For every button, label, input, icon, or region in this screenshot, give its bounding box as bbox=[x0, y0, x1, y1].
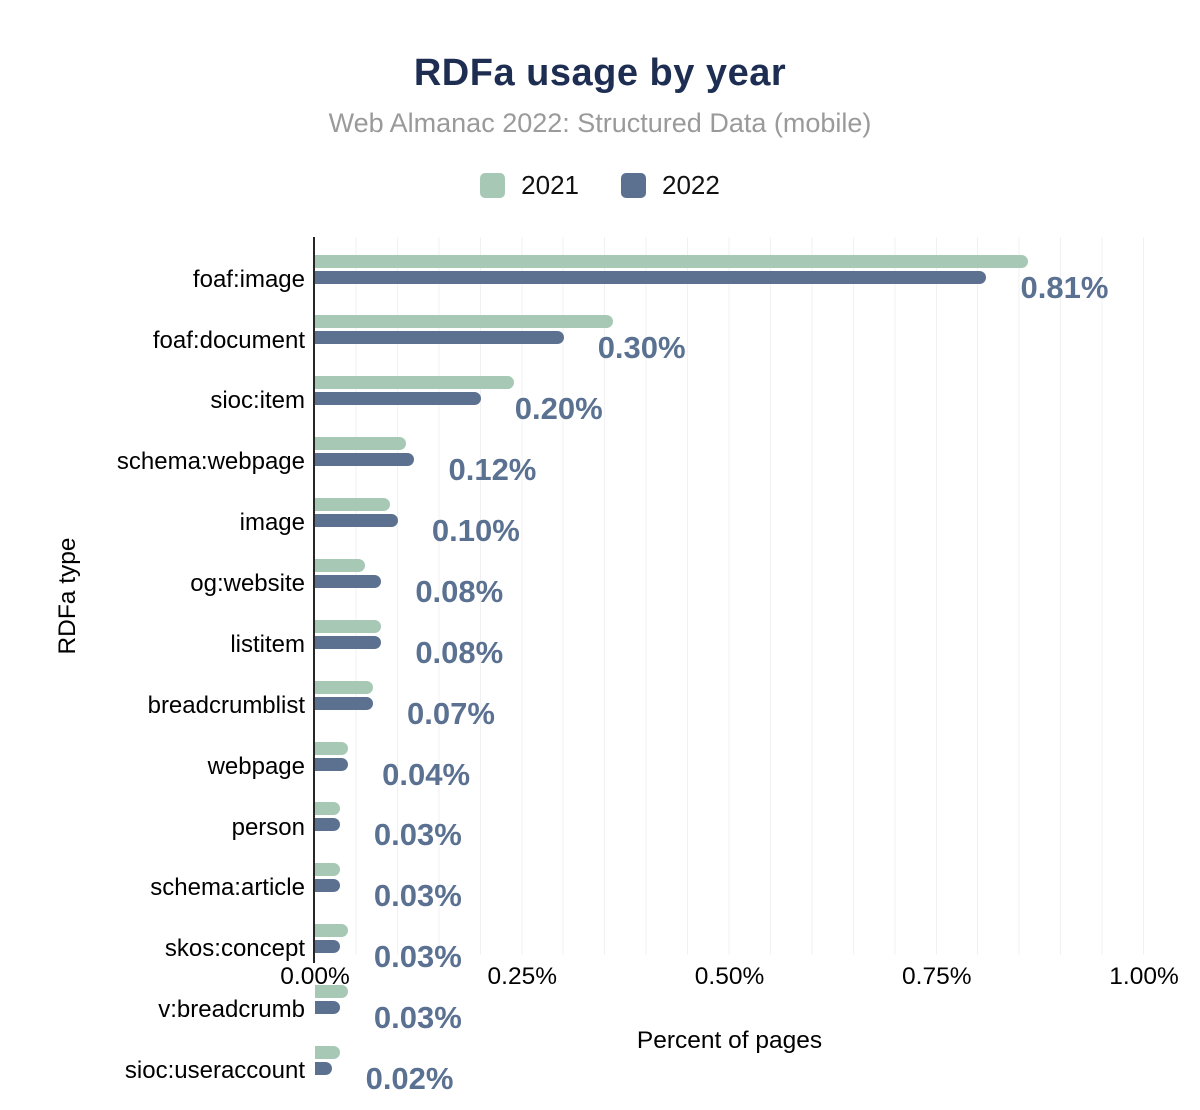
bar-2022 bbox=[315, 818, 340, 832]
chart-row: person 0.03% bbox=[232, 802, 1144, 853]
x-axis-tick-label: 1.00% bbox=[1109, 963, 1179, 990]
category-label: sioc:useraccount bbox=[124, 1057, 305, 1085]
bar-2021 bbox=[315, 741, 349, 755]
bar-2022 bbox=[315, 1061, 332, 1075]
value-label: 0.03% bbox=[373, 939, 462, 975]
category-label: listitem bbox=[230, 630, 305, 658]
category-label: image bbox=[239, 509, 305, 537]
bar-2021 bbox=[315, 315, 614, 329]
chart-row: listitem 0.08% bbox=[230, 619, 1144, 670]
x-axis-tick-label: 0.25% bbox=[487, 963, 557, 990]
chart-row: image 0.10% bbox=[240, 498, 1144, 549]
value-label: 0.04% bbox=[382, 756, 471, 792]
bar-2022 bbox=[315, 757, 349, 771]
value-label: 0.81% bbox=[1020, 269, 1109, 305]
legend-label-2021: 2021 bbox=[521, 170, 579, 200]
legend-swatch-2021 bbox=[480, 173, 506, 198]
bar-2022 bbox=[315, 574, 382, 588]
bar-2021 bbox=[315, 376, 514, 390]
legend-swatch-2022 bbox=[621, 173, 646, 198]
value-label: 0.08% bbox=[415, 573, 504, 609]
x-axis-title: Percent of pages bbox=[636, 1027, 823, 1054]
legend-label-2022: 2022 bbox=[662, 170, 720, 200]
value-label: 0.07% bbox=[407, 695, 495, 731]
value-label: 0.03% bbox=[373, 878, 462, 914]
bar-2022 bbox=[315, 453, 415, 467]
chart-row: foaf:image 0.81% bbox=[193, 254, 1144, 305]
chart-row: schema:article 0.03% bbox=[150, 863, 1144, 914]
bar-2021 bbox=[315, 680, 374, 694]
bar-2022 bbox=[315, 940, 340, 954]
bar-2021 bbox=[315, 254, 1028, 268]
chart-row: sioc:item 0.20% bbox=[210, 376, 1144, 427]
bar-2021 bbox=[315, 558, 365, 572]
bar-2021 bbox=[315, 985, 349, 999]
bar-2021 bbox=[315, 619, 382, 633]
bar-2022 bbox=[315, 270, 987, 284]
chart-row: webpage 0.04% bbox=[208, 741, 1144, 792]
value-label: 0.12% bbox=[448, 452, 537, 488]
x-axis-tick-label: 0.75% bbox=[902, 963, 972, 990]
chart-title: RDFa usage by year bbox=[413, 52, 787, 94]
bar-2021 bbox=[315, 863, 340, 877]
chart-row: og:website 0.08% bbox=[190, 558, 1144, 609]
y-axis-title: RDFa type bbox=[54, 537, 81, 655]
bar-2022 bbox=[315, 1001, 340, 1015]
bar-2022 bbox=[315, 392, 481, 406]
legend: 2021 2022 bbox=[0, 170, 1200, 201]
category-label: schema:article bbox=[150, 874, 305, 902]
x-axis-tick-label: 0.00% bbox=[280, 963, 350, 990]
bar-2022 bbox=[315, 635, 382, 649]
chart-row: breadcrumblist 0.07% bbox=[148, 680, 1144, 731]
bar-2021 bbox=[315, 1045, 340, 1059]
legend-item-2021: 2021 bbox=[480, 170, 579, 201]
bar-2022 bbox=[315, 879, 340, 893]
category-label: webpage bbox=[207, 752, 305, 780]
value-label: 0.03% bbox=[373, 1000, 462, 1036]
bar-2021 bbox=[315, 924, 349, 938]
value-label: 0.20% bbox=[514, 391, 603, 427]
x-axis-tick-label: 0.50% bbox=[694, 963, 765, 990]
value-label: 0.02% bbox=[365, 1060, 454, 1096]
chart-row: foaf:document 0.30% bbox=[153, 315, 1144, 366]
bar-rows: foaf:image 0.81% foaf:document 0.30% sioc:it… bbox=[117, 244, 1144, 1095]
value-label: 0.10% bbox=[431, 513, 520, 549]
category-label: schema:webpage bbox=[116, 448, 305, 476]
chart-row: v:breadcrumb 0.03% bbox=[158, 985, 1144, 1036]
category-label: foaf:image bbox=[192, 265, 305, 293]
bar-2022 bbox=[315, 514, 398, 528]
category-label: sioc:item bbox=[210, 387, 305, 415]
chart-row: skos:concept 0.03% bbox=[165, 924, 1144, 975]
bar-2021 bbox=[315, 437, 407, 451]
value-label: 0.03% bbox=[373, 817, 462, 853]
category-label: person bbox=[231, 813, 305, 841]
y-axis-line bbox=[313, 237, 315, 963]
category-label: og:website bbox=[190, 570, 305, 598]
value-label: 0.30% bbox=[597, 330, 686, 366]
category-label: breadcrumblist bbox=[147, 691, 305, 719]
plot-area: foaf:image 0.81% foaf:document 0.30% sioc:it… bbox=[117, 237, 1144, 1095]
bar-2022 bbox=[315, 696, 374, 710]
chart-row: sioc:useraccount 0.02% bbox=[125, 1045, 1144, 1096]
category-label: v:breadcrumb bbox=[158, 996, 305, 1024]
bar-2022 bbox=[315, 331, 564, 345]
x-axis-tick-labels: 0.00% 0.25% 0.50% 0.75% 1.00% bbox=[280, 963, 1178, 993]
chart-row: schema:webpage 0.12% bbox=[117, 437, 1144, 488]
legend-item-2022: 2022 bbox=[621, 170, 720, 201]
category-label: skos:concept bbox=[164, 935, 305, 963]
bar-2021 bbox=[315, 802, 340, 816]
chart-subtitle: Web Almanac 2022: Structured Data (mobil… bbox=[328, 108, 872, 138]
category-label: foaf:document bbox=[152, 326, 305, 354]
value-label: 0.08% bbox=[415, 634, 504, 670]
bar-2021 bbox=[315, 498, 390, 512]
